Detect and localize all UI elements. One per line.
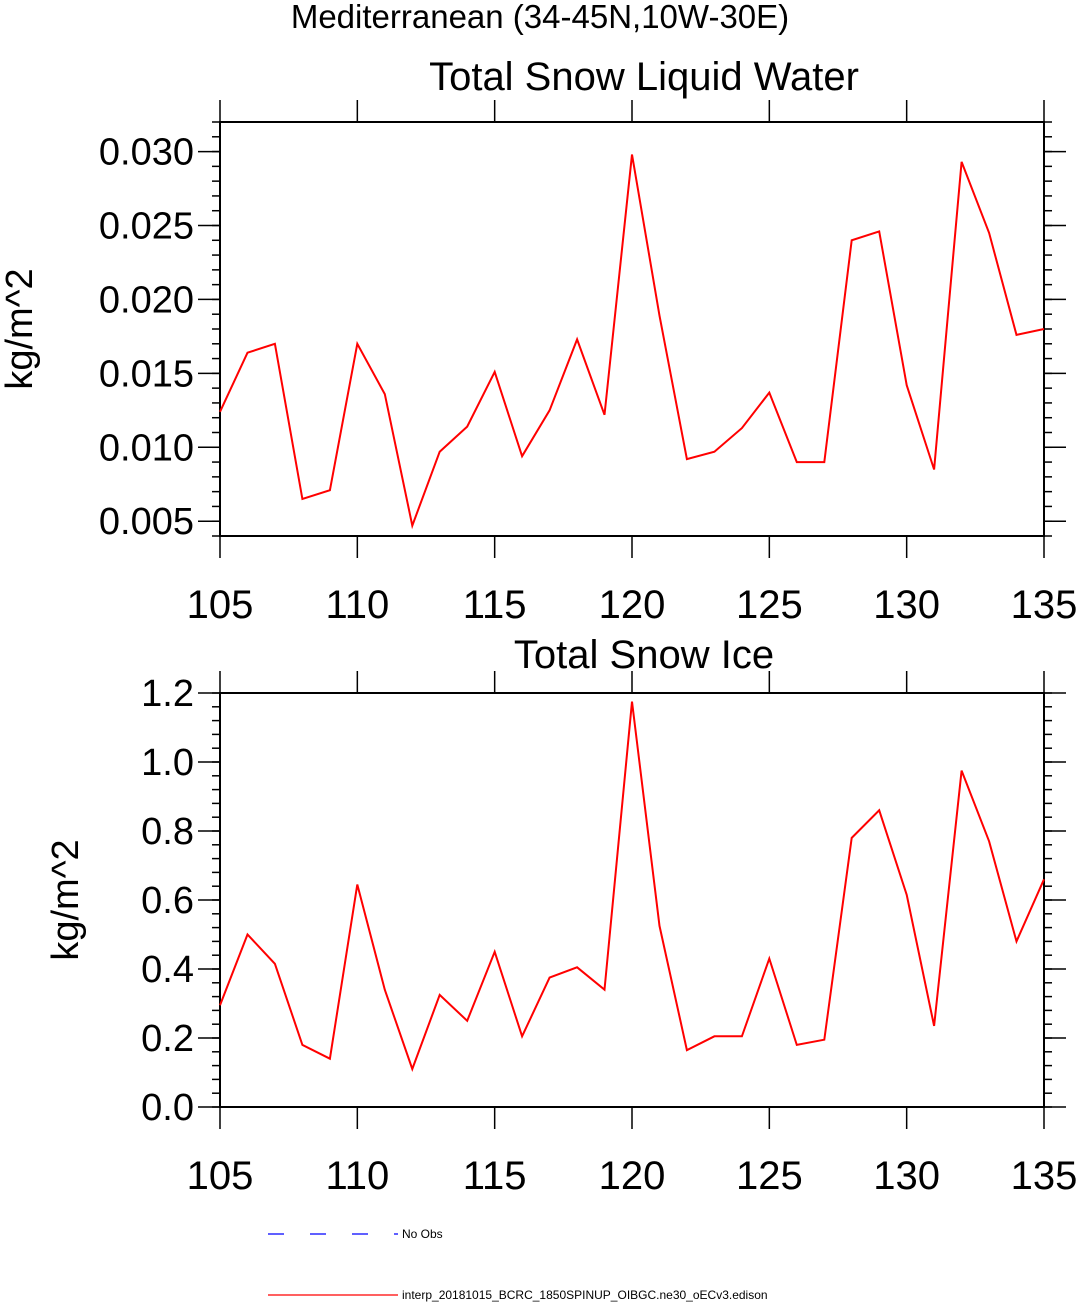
chart-title: Total Snow Ice <box>514 633 774 677</box>
y-tick-label: 0.4 <box>141 949 194 991</box>
y-tick-label: 1.2 <box>141 673 194 715</box>
plot-frame <box>219 692 1045 1108</box>
x-tick-label: 110 <box>325 1154 389 1198</box>
x-tick-label: 115 <box>463 1154 527 1198</box>
plot-frame <box>219 121 1045 537</box>
y-axis-label: kg/m^2 <box>45 839 87 960</box>
y-tick-label: 1.0 <box>141 742 194 784</box>
y-axis-label: kg/m^2 <box>0 268 41 389</box>
x-tick-label: 130 <box>873 583 940 627</box>
x-tick-label: 135 <box>1011 583 1078 627</box>
series-line-model <box>219 154 1045 530</box>
x-tick-label: 105 <box>187 583 254 627</box>
y-tick-label: 0.020 <box>99 279 194 321</box>
x-tick-label: 120 <box>599 583 666 627</box>
x-tick-label: 105 <box>187 1154 254 1198</box>
x-tick-label: 110 <box>325 583 389 627</box>
y-tick-label: 0.2 <box>141 1018 194 1060</box>
legend-label-no-obs: No Obs <box>402 1227 443 1241</box>
x-tick-label: 125 <box>736 583 803 627</box>
panel-snow-ice: Total Snow Ice kg/m^2 105 110 115 120 125 130 13… <box>45 633 1077 1198</box>
series-line-model <box>219 701 1045 1072</box>
y-tick-label: 0.030 <box>99 132 194 174</box>
panel-snow-liquid-water: Total Snow Liquid Water kg/m^2 105 110 115 12… <box>0 55 1077 627</box>
y-tick-label: 0.005 <box>99 501 194 543</box>
y-tick-label: 0.0 <box>141 1087 194 1129</box>
x-tick-label: 120 <box>599 1154 666 1198</box>
region-title: Mediterranean (34-45N,10W-30E) <box>291 0 789 35</box>
chart-title: Total Snow Liquid Water <box>429 55 859 99</box>
y-tick-label: 0.010 <box>99 427 194 469</box>
x-tick-label: 130 <box>873 1154 940 1198</box>
legend-label-model: interp_20181015_BCRC_1850SPINUP_OIBGC.ne… <box>402 1288 768 1302</box>
y-tick-label: 0.6 <box>141 880 194 922</box>
y-tick-label: 0.8 <box>141 811 194 853</box>
x-tick-label: 135 <box>1011 1154 1078 1198</box>
x-tick-label: 125 <box>736 1154 803 1198</box>
y-tick-label: 0.025 <box>99 206 194 248</box>
x-tick-label: 115 <box>463 583 527 627</box>
legend: No Obs interp_20181015_BCRC_1850SPINUP_O… <box>268 1227 768 1302</box>
y-tick-label: 0.015 <box>99 353 194 395</box>
